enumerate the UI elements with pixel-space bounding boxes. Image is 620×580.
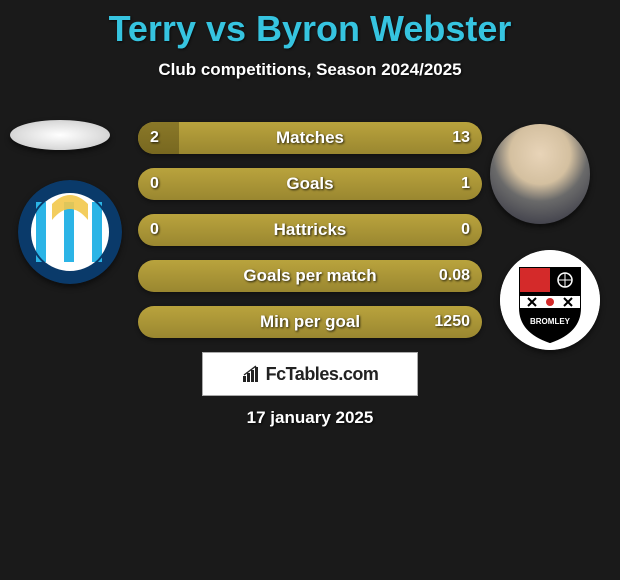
stat-value-right: 0 xyxy=(461,214,470,246)
brand-box: FcTables.com xyxy=(202,352,418,396)
stat-value-right: 1250 xyxy=(434,306,470,338)
club-badge-left-icon xyxy=(18,180,122,284)
stat-value-right: 1 xyxy=(461,168,470,200)
page-title: Terry vs Byron Webster xyxy=(0,0,620,50)
stat-label: Goals per match xyxy=(138,260,482,292)
date-label: 17 january 2025 xyxy=(0,408,620,428)
svg-text:BROMLEY: BROMLEY xyxy=(530,317,571,326)
stat-value-left: 0 xyxy=(150,214,159,246)
stat-row: Goals per match0.08 xyxy=(138,260,482,292)
stat-row: Matches2 13 xyxy=(138,122,482,154)
stat-label: Goals xyxy=(138,168,482,200)
page-subtitle: Club competitions, Season 2024/2025 xyxy=(0,60,620,80)
club-badge-right-icon: BROMLEY xyxy=(500,250,600,350)
stat-label: Min per goal xyxy=(138,306,482,338)
stat-value-left: 2 xyxy=(150,122,159,154)
brand-text: FcTables.com xyxy=(266,364,379,385)
stat-row: Goals0 1 xyxy=(138,168,482,200)
stat-row: Min per goal1250 xyxy=(138,306,482,338)
stat-label: Hattricks xyxy=(138,214,482,246)
bromley-fc-badge: BROMLEY xyxy=(500,250,600,350)
stat-label: Matches xyxy=(138,122,482,154)
chart-icon xyxy=(242,365,260,383)
colchester-united-badge xyxy=(18,180,122,284)
player-left-avatar xyxy=(10,120,110,150)
stat-value-left: 0 xyxy=(150,168,159,200)
player-right-avatar xyxy=(490,124,590,224)
stat-value-right: 13 xyxy=(452,122,470,154)
stat-value-right: 0.08 xyxy=(439,260,470,292)
stats-bars: Matches213Goals01Hattricks00Goals per ma… xyxy=(138,122,482,352)
stat-row: Hattricks0 0 xyxy=(138,214,482,246)
